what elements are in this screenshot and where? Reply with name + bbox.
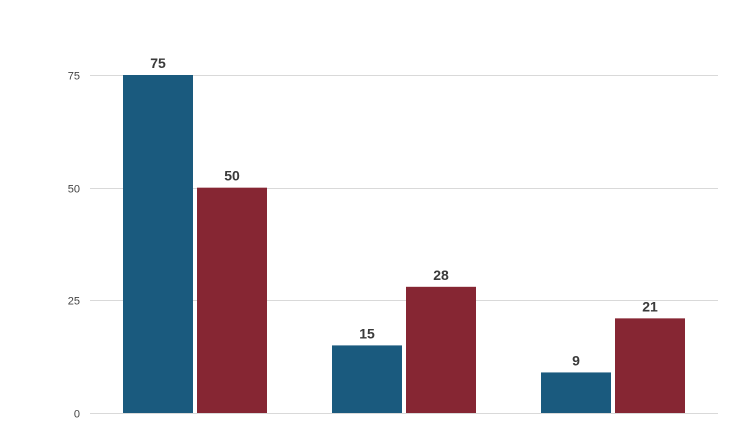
bar-series2-group2: [406, 286, 476, 413]
bar-series1-group2: [332, 345, 402, 413]
bars: [123, 75, 685, 413]
y-tick-label: 25: [68, 296, 80, 308]
y-axis-tick-labels: 0 25 50 75: [68, 71, 80, 421]
gridlines: [90, 75, 718, 414]
data-label: 28: [433, 267, 449, 283]
y-tick-label: 0: [74, 409, 80, 421]
bar-series1-group3: [541, 372, 611, 413]
data-label: 75: [150, 55, 166, 71]
bar-series1-group1: [123, 75, 193, 413]
data-label: 15: [359, 325, 375, 341]
bar-series2-group3: [615, 318, 685, 413]
data-label: 9: [572, 352, 580, 368]
data-label: 50: [224, 168, 240, 184]
y-tick-label: 50: [68, 184, 80, 196]
data-label: 21: [642, 298, 658, 314]
data-labels: 75 15 9 50 28 21: [150, 55, 658, 368]
bar-series2-group1: [197, 187, 267, 413]
y-tick-label: 75: [68, 71, 80, 83]
